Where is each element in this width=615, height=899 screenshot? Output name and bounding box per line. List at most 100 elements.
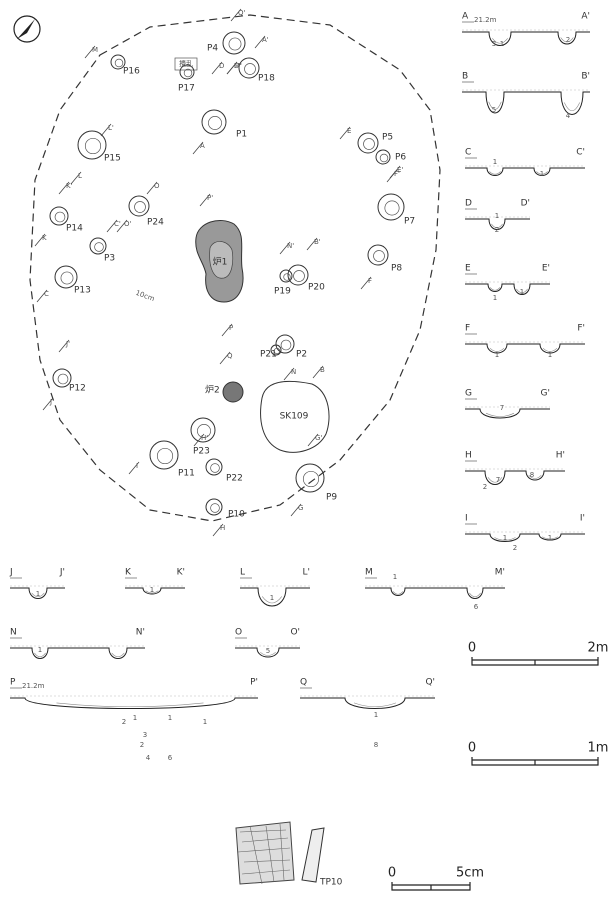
north-pointer [17,19,35,39]
layer-number: 5 [492,106,496,114]
section-start: P [10,678,16,688]
depth-note: 10cm [134,289,155,303]
section-start: H [465,451,472,461]
layer-number: 1 [493,294,497,302]
section-layer-line [564,103,579,111]
pit-bottom [55,212,65,222]
pit-outline [296,464,324,492]
section-profile [465,168,585,176]
pit-outline [368,245,388,265]
section-end: P' [250,678,258,688]
section-marker: I [136,462,138,470]
pit-label: P15 [104,154,121,164]
section-profile [365,588,505,599]
section-marker: O' [124,220,132,228]
figure: P1P2P3P4P5P6P7P8P9P10P11P12P13P14P15P16P… [0,0,615,899]
section-marker: C' [114,220,121,228]
layer-number: 5 [266,647,270,655]
layer-number: 3 [492,40,496,48]
section-marker: O [154,182,160,190]
section-layer-line [490,288,500,291]
layer-number: 1 [540,170,544,178]
section-start: E [465,264,471,274]
artifact-section [302,828,324,882]
pit-bottom [364,139,375,150]
section-marker: J [49,398,52,406]
pit-label: P11 [178,469,195,479]
layer-number: 1 [393,573,397,581]
section-marker: C [44,290,49,298]
layer-number: 1 [270,594,274,602]
section-end: B' [581,72,590,82]
pit-bottom [229,38,241,50]
pit-label: P2 [296,350,307,360]
section-marker: H' [201,434,208,442]
section-end: L' [303,568,311,578]
pit-outline [358,133,378,153]
section-marker: G [298,504,303,512]
pit-label: P18 [258,74,275,84]
pit-label: P7 [404,217,415,227]
pit-label: P23 [193,447,210,457]
layer-number: 2 [513,544,517,552]
pit-label: P14 [66,224,83,234]
pit-bottom [385,201,399,215]
section-marker: P' [207,194,213,202]
scale-zero: 0 [388,866,396,881]
section-marker: M [92,46,98,54]
section-start: C [465,148,471,158]
section-start: Q [300,678,307,688]
section-marker: F [368,277,372,285]
scale-bar [472,657,598,665]
section-profile [462,32,590,46]
section-end: Q' [425,678,435,688]
pit-label: P21 [260,350,277,360]
pit-bottom [95,243,104,252]
pit-label: P20 [308,283,325,293]
scale-zero: 0 [468,741,476,756]
pit-label: P16 [123,67,140,77]
layer-number: 1 [520,288,524,296]
pit-label: P4 [207,44,218,54]
pit-label: P12 [69,384,86,394]
section-layer-line [469,593,480,597]
section-end: C' [576,148,585,158]
section-marker: P [229,324,233,332]
page: P1P2P3P4P5P6P7P8P9P10P11P12P13P14P15P16P… [0,0,615,899]
hearth-label: 炉2 [205,385,220,396]
layer-number: 1 [500,40,504,48]
pit-label: P9 [326,493,337,503]
section-marker: B [320,366,325,374]
layer-number: 1 [133,714,137,722]
pit-bottom [85,138,100,153]
layer-number: 7 [500,404,504,412]
section-end: J' [59,568,65,578]
pit-outline [378,194,404,220]
section-start: I [465,514,468,524]
scale-end: 5cm [456,866,484,881]
section-start: M [365,568,373,578]
section-marker: Q' [238,9,246,17]
layer-number: 3 [143,731,147,739]
pit-bottom [58,374,68,384]
pit-label: P24 [147,218,164,228]
section-marker: J' [65,340,70,348]
layer-number: 1 [150,586,154,594]
section-start: F [465,324,470,334]
pit-bottom [135,202,146,213]
section-start: K [125,568,132,578]
section-profile [300,698,435,709]
scale-end: 1m [588,741,609,756]
section-marker: F' [394,170,400,178]
section-start: N [10,628,17,638]
pit-bottom [380,154,388,162]
pit-outline [223,32,245,54]
layer-number: 1 [38,646,42,654]
section-profile [10,648,145,659]
section-marker: A' [262,36,269,44]
layer-number: 1 [203,718,207,726]
layer-number: 4 [146,754,151,762]
pit-bottom [157,448,172,463]
scale-bar [392,882,470,890]
pit-outline [202,110,226,134]
